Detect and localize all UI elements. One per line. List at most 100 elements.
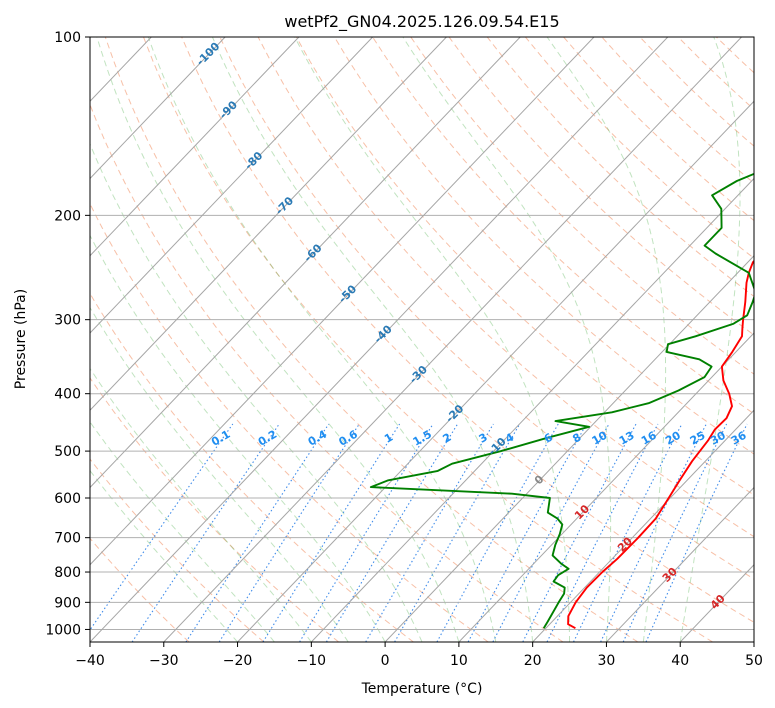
mixing-ratio-label: 1.5 bbox=[411, 428, 434, 449]
isotherm bbox=[532, 409, 754, 642]
isotherm bbox=[90, 37, 300, 257]
y-tick-label: 500 bbox=[54, 444, 81, 460]
mixing-ratio-line bbox=[299, 423, 434, 642]
isotherm bbox=[90, 37, 669, 642]
x-tick-label: 10 bbox=[450, 653, 468, 669]
mixing-ratio-label: 20 bbox=[663, 429, 683, 448]
dry-adiabat bbox=[257, 37, 754, 538]
x-tick-label: 40 bbox=[671, 653, 689, 669]
x-tick-label: −10 bbox=[297, 653, 327, 669]
mixing-ratio-line bbox=[573, 423, 683, 642]
moist-adiabat bbox=[546, 37, 667, 642]
isotherm bbox=[90, 37, 521, 489]
dry-adiabat bbox=[143, 37, 713, 642]
dry-adiabat bbox=[372, 37, 754, 415]
dry-adiabats bbox=[90, 37, 775, 642]
x-tick-label: −40 bbox=[75, 653, 105, 669]
profile-series bbox=[369, 172, 754, 630]
y-tick-label: 700 bbox=[54, 531, 81, 547]
mixing-ratio-line bbox=[185, 423, 330, 642]
y-tick-label: 400 bbox=[54, 387, 81, 403]
isotherm bbox=[90, 37, 447, 411]
isotherm bbox=[458, 332, 754, 642]
mixing-ratio-label: 6 bbox=[542, 430, 555, 445]
dry-adiabat bbox=[90, 103, 564, 642]
dewpoint-line bbox=[369, 172, 754, 629]
isotherm bbox=[606, 486, 754, 642]
isotherm bbox=[163, 37, 742, 642]
mixing-ratio-label: 16 bbox=[639, 429, 659, 448]
mixing-ratio-line bbox=[131, 423, 280, 642]
y-tick-label: 900 bbox=[54, 595, 81, 611]
y-tick-label: 100 bbox=[54, 30, 81, 46]
moist-adiabat bbox=[147, 37, 497, 642]
dry-adiabat bbox=[525, 37, 754, 259]
dry-adiabat bbox=[448, 37, 754, 336]
dry-adiabat bbox=[563, 37, 754, 222]
isotherm bbox=[753, 641, 754, 642]
mixing-ratio-label: 30 bbox=[708, 429, 728, 448]
mixing-ratio-line bbox=[546, 423, 659, 642]
mixing-ratio-lines bbox=[90, 423, 748, 642]
isotherm bbox=[0, 37, 4, 642]
moist-adiabat bbox=[90, 306, 349, 642]
y-tick-label: 800 bbox=[54, 565, 81, 581]
y-tick-label: 300 bbox=[54, 313, 81, 329]
isotherm bbox=[90, 37, 374, 334]
dry-adiabat bbox=[90, 458, 265, 642]
temperature-line bbox=[567, 259, 754, 630]
moist-adiabat bbox=[90, 234, 386, 642]
isotherm bbox=[0, 37, 78, 642]
dry-adiabat bbox=[333, 37, 754, 455]
dry-adiabat bbox=[90, 537, 190, 642]
x-tick-label: 30 bbox=[598, 653, 616, 669]
mixing-ratio-label: 8 bbox=[570, 431, 583, 446]
mixing-ratio-line bbox=[645, 423, 748, 642]
moist-adiabat bbox=[90, 142, 423, 642]
skewed-isotherms bbox=[0, 37, 754, 642]
mixing-ratio-label: 0.4 bbox=[306, 427, 330, 448]
moist-adiabat bbox=[90, 469, 238, 642]
moist-adiabat bbox=[402, 37, 612, 642]
mixing-ratio-line bbox=[394, 423, 521, 642]
mixing-ratio-line bbox=[522, 423, 637, 642]
y-tick-label: 1000 bbox=[45, 622, 81, 638]
isotherm bbox=[384, 255, 754, 642]
x-tick-label: 50 bbox=[745, 653, 763, 669]
dry-adiabat bbox=[219, 37, 754, 580]
dry-adiabat bbox=[181, 37, 754, 623]
x-tick-label: 20 bbox=[524, 653, 542, 669]
dry-adiabat bbox=[90, 292, 414, 642]
dry-adiabat bbox=[295, 37, 754, 496]
x-tick-label: −20 bbox=[223, 653, 253, 669]
mixing-ratio-label: 36 bbox=[729, 429, 749, 448]
dry-adiabat bbox=[486, 37, 754, 298]
mixing-ratio-line bbox=[218, 423, 360, 642]
mixing-ratio-line bbox=[622, 423, 728, 642]
mixing-ratio-line bbox=[365, 423, 494, 642]
mixing-ratio-line bbox=[262, 423, 401, 642]
mixing-ratio-label: 2 bbox=[441, 431, 454, 446]
isotherm bbox=[237, 100, 754, 642]
chart-title: wetPf2_GN04.2025.126.09.54.E15 bbox=[284, 12, 559, 32]
mixing-ratio-line bbox=[467, 423, 587, 642]
isotherm bbox=[679, 564, 754, 642]
x-axis-label: Temperature (°C) bbox=[361, 681, 483, 697]
x-tick-label: −30 bbox=[149, 653, 179, 669]
isotherm bbox=[310, 177, 754, 642]
plot-frame bbox=[89, 36, 755, 643]
mixing-ratio-line bbox=[600, 423, 707, 642]
mixing-ratio-label: 3 bbox=[477, 431, 490, 446]
x-tick-label: 0 bbox=[381, 653, 390, 669]
dry-adiabat bbox=[755, 37, 775, 642]
moist-adiabat bbox=[90, 421, 275, 642]
mixing-ratio-line bbox=[90, 423, 234, 631]
y-tick-label: 600 bbox=[54, 491, 81, 507]
moist-adiabats bbox=[90, 37, 741, 642]
isotherm bbox=[90, 37, 226, 180]
grid-lines bbox=[90, 37, 754, 630]
mixing-ratio-label: 0.6 bbox=[337, 428, 361, 449]
dry-adiabat bbox=[410, 37, 754, 375]
